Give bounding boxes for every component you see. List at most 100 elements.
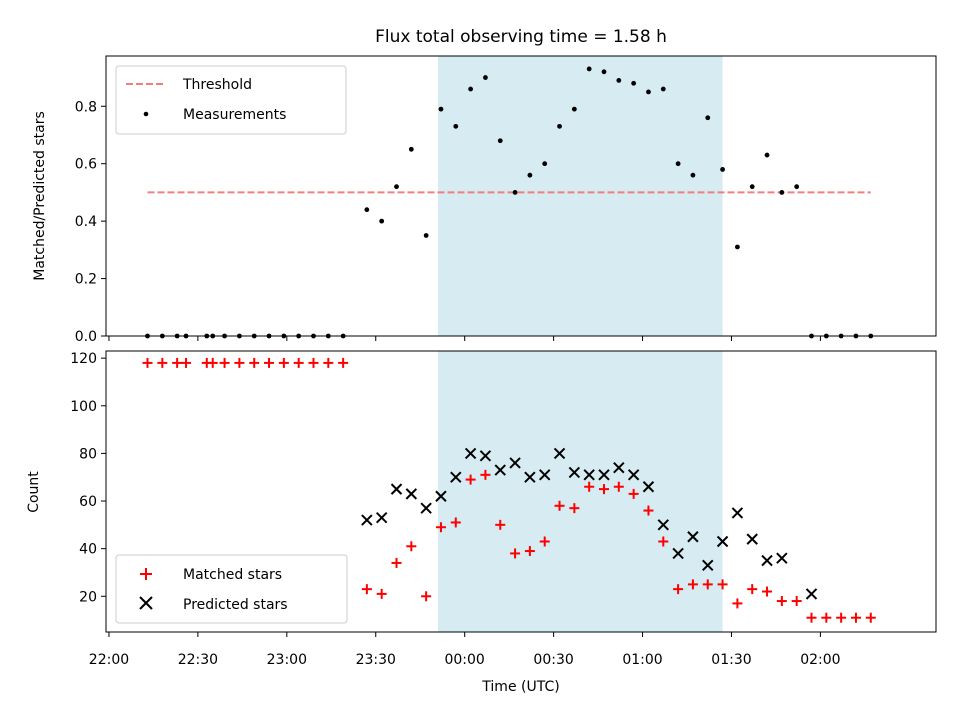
- predicted-star-point: [479, 450, 492, 462]
- predicted-star-point: [716, 535, 729, 548]
- legend-predicted-label: Predicted stars: [183, 597, 288, 613]
- matched-star-point: [747, 584, 758, 595]
- predicted-star-point: [405, 488, 418, 500]
- count-y-tick-label: 40: [79, 542, 97, 558]
- legend-measurements-label: Measurements: [183, 107, 286, 123]
- matched-star-point: [421, 591, 432, 602]
- predicted-star-point: [553, 447, 566, 460]
- predicted-star-point: [702, 559, 714, 572]
- predicted-star-point: [613, 461, 625, 474]
- predicted-star-point: [509, 457, 521, 469]
- predicted-star-point: [776, 552, 788, 564]
- measurement-point: [586, 66, 592, 72]
- observing-window-shade: [438, 351, 723, 632]
- ratio-y-tick-label: 0.4: [75, 214, 97, 230]
- matched-star-point: [278, 357, 289, 368]
- measurement-point: [616, 78, 622, 83]
- predicted-star-point: [642, 481, 655, 493]
- matched-star-point: [776, 596, 787, 607]
- measurement-point: [527, 172, 533, 178]
- predicted-star-point: [450, 471, 462, 483]
- matched-star-point: [172, 357, 183, 368]
- ratio-y-axis-label: Matched/Predicted stars: [32, 111, 48, 281]
- measurement-point: [512, 190, 518, 195]
- matched-star-point: [142, 357, 153, 368]
- matched-star-point: [539, 536, 550, 547]
- matched-star-point: [554, 500, 565, 511]
- matched-star-point: [613, 481, 624, 492]
- matched-star-point: [762, 586, 773, 597]
- ratio-y-tick-label: 0.8: [75, 99, 97, 115]
- measurement-point: [379, 218, 385, 224]
- chart-title: Flux total observing time = 1.58 h: [375, 27, 667, 47]
- measurement-point: [601, 69, 607, 75]
- matched-star-point: [465, 474, 476, 485]
- measurement-point: [571, 106, 577, 112]
- count-y-axis-label: Count: [26, 471, 42, 513]
- predicted-star-point: [583, 469, 595, 481]
- legend-threshold-label: Threshold: [182, 77, 252, 93]
- predicted-star-point: [687, 531, 699, 543]
- matched-star-point: [207, 357, 218, 368]
- count-y-tick-label: 120: [70, 351, 97, 367]
- legend-matched-label: Matched stars: [183, 567, 282, 583]
- predicted-star-point: [524, 471, 536, 483]
- measurement-point: [453, 123, 459, 129]
- matched-star-point: [249, 357, 260, 368]
- matched-star-point: [791, 596, 802, 607]
- predicted-star-point: [494, 464, 506, 476]
- matched-star-point: [510, 548, 521, 559]
- matched-star-point: [524, 546, 535, 557]
- x-tick-label: 02:00: [800, 652, 840, 668]
- x-tick-label: 01:30: [711, 652, 751, 668]
- measurement-point: [468, 86, 474, 92]
- observing-window-shade: [438, 56, 723, 336]
- count-axes-frame: [105, 350, 937, 633]
- matched-star-point: [157, 357, 168, 368]
- predicted-star-point: [375, 511, 388, 524]
- matched-star-point: [406, 541, 417, 552]
- count-legend: Matched stars Predicted stars: [115, 554, 348, 624]
- count-y-tick-label: 20: [79, 589, 97, 605]
- matched-star-point: [338, 357, 349, 368]
- measurement-point: [720, 167, 725, 172]
- predicted-star-point: [420, 502, 432, 514]
- matched-star-point: [865, 612, 876, 623]
- matched-star-point: [821, 612, 832, 623]
- predicted-star-point: [672, 547, 684, 560]
- matched-star-point: [569, 503, 580, 514]
- matched-star-point: [361, 584, 372, 595]
- matched-star-point: [628, 488, 639, 499]
- measurement-point: [423, 233, 429, 238]
- predicted-star-point: [435, 490, 447, 502]
- count-panel: 20 40 60 80 100 120 22:00 22:30 23:00 23:30 00:00 0…: [26, 350, 937, 695]
- matched-star-point: [717, 579, 728, 590]
- x-tick-label: 01:00: [622, 652, 662, 668]
- ratio-y-tick-label: 0.2: [75, 272, 97, 288]
- matched-star-point: [435, 522, 446, 533]
- ratio-panel: 0.0 0.2 0.4 0.6 0.8 Flux total observing tim…: [32, 27, 937, 345]
- matched-star-point: [323, 357, 334, 368]
- measurement-point: [438, 106, 444, 112]
- x-tick-label: 22:30: [178, 652, 218, 668]
- measurement-point: [557, 123, 562, 129]
- x-tick-label: 23:30: [356, 652, 396, 668]
- legend-measurements-swatch: [143, 111, 149, 117]
- x-tick-label: 00:30: [533, 652, 573, 668]
- matched-star-point: [495, 519, 506, 530]
- measurement-point: [364, 207, 370, 213]
- matched-star-point: [234, 357, 245, 368]
- matched-star-point: [584, 481, 595, 492]
- measurement-point: [690, 172, 696, 178]
- matched-star-point: [376, 588, 387, 599]
- ratio-legend: Threshold Measurements: [115, 65, 347, 135]
- ratio-y-tick-label: 0.6: [75, 157, 97, 173]
- legend-matched-swatch: [140, 568, 152, 580]
- legend-predicted-swatch: [139, 596, 153, 610]
- predicted-star-point: [746, 533, 758, 545]
- measurement-point: [779, 190, 785, 195]
- predicted-star-point: [568, 466, 581, 479]
- x-axis-label: Time (UTC): [481, 679, 559, 695]
- measurement-point: [646, 89, 651, 95]
- measurement-point: [631, 80, 637, 86]
